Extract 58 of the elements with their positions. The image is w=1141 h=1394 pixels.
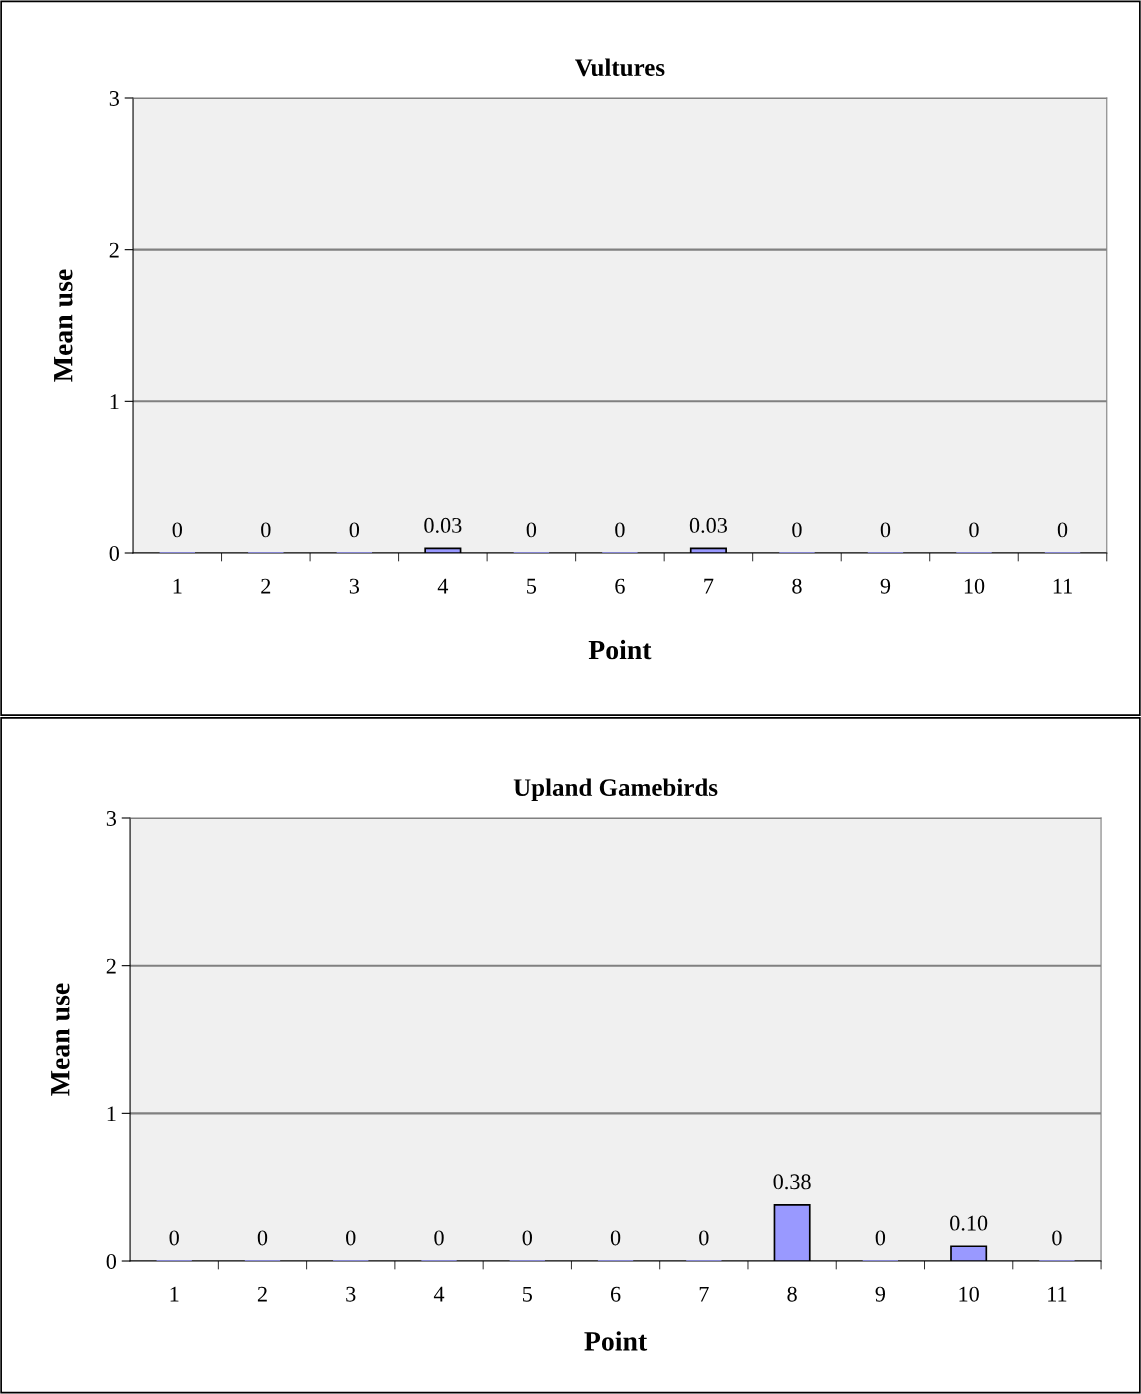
x-axis-title: Point	[584, 1331, 648, 1351]
y-tick-label: 1	[110, 394, 119, 410]
chart-title: Upland Gamebirds	[513, 778, 718, 802]
y-tick-label: 2	[109, 242, 119, 258]
data-label: 0	[434, 1230, 444, 1246]
data-label: 0	[349, 522, 360, 538]
data-label: 0	[1052, 1230, 1062, 1246]
x-tick-label: 4	[437, 578, 449, 594]
data-label: 0	[880, 522, 891, 538]
x-tick-label: 9	[875, 1286, 886, 1302]
chart-title: Vultures	[575, 58, 665, 77]
y-tick-label: 0	[109, 545, 119, 561]
x-tick-label: 8	[787, 1286, 797, 1302]
data-label: 0	[346, 1230, 356, 1246]
x-tick-label: 11	[1048, 1286, 1067, 1302]
x-tick-label: 2	[261, 578, 271, 594]
x-tick-label: 6	[610, 1286, 621, 1302]
y-axis-title: Mean use	[51, 983, 70, 1096]
x-tick-label: 1	[173, 578, 182, 594]
data-label: 0	[615, 522, 625, 538]
data-label: 0	[526, 522, 537, 538]
y-tick-label: 0	[106, 1253, 117, 1269]
data-label: 0	[172, 522, 183, 538]
data-label: 0	[792, 522, 802, 538]
x-tick-label: 1	[170, 1286, 179, 1302]
y-tick-label: 2	[106, 958, 116, 974]
x-axis-title: Point	[588, 639, 652, 660]
data-label: 0	[610, 1230, 621, 1246]
x-tick-label: 7	[704, 578, 714, 594]
data-label: 0	[875, 1230, 886, 1246]
x-tick-label: 10	[959, 1286, 979, 1302]
data-label: 0	[1057, 522, 1068, 538]
data-label: 0	[169, 1230, 179, 1246]
x-tick-label: 8	[792, 578, 802, 594]
data-label: 0.03	[424, 517, 462, 533]
data-label: 0.10	[950, 1215, 988, 1231]
data-label: 0	[522, 1230, 533, 1246]
data-label: 0	[261, 522, 271, 538]
x-tick-label: 9	[880, 578, 891, 594]
y-axis-title: Mean use	[54, 269, 73, 382]
y-tick-label: 1	[107, 1106, 116, 1122]
data-label: 0	[257, 1230, 268, 1246]
data-label: 0	[969, 522, 979, 538]
x-tick-label: 10	[964, 578, 985, 594]
data-label: 0	[699, 1230, 709, 1246]
x-tick-label: 4	[433, 1286, 445, 1302]
x-tick-label: 2	[257, 1286, 267, 1302]
x-tick-label: 11	[1053, 578, 1072, 594]
y-tick-label: 3	[106, 810, 117, 826]
x-tick-label: 5	[527, 578, 537, 594]
x-tick-label: 3	[349, 578, 360, 594]
y-tick-label: 3	[109, 90, 119, 106]
x-tick-label: 5	[523, 1286, 532, 1302]
data-label: 0.38	[773, 1174, 811, 1190]
x-tick-label: 7	[699, 1286, 709, 1302]
data-label: 0.03	[689, 517, 727, 533]
x-tick-label: 6	[615, 578, 625, 594]
x-tick-label: 3	[346, 1286, 356, 1302]
